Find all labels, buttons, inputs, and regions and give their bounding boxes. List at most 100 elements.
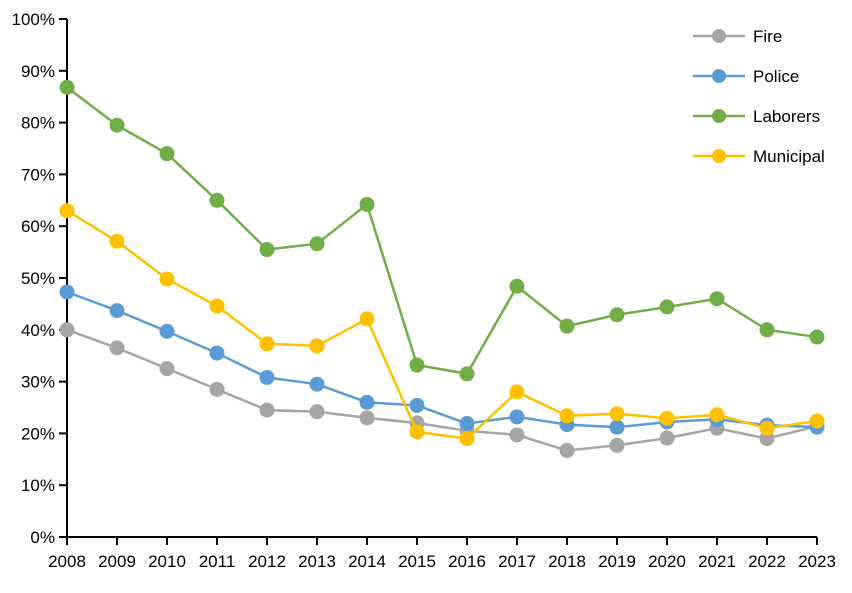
data-point-municipal-2012 bbox=[259, 336, 275, 352]
series-line-fire bbox=[65, 328, 819, 452]
data-point-laborers-2017 bbox=[509, 278, 525, 294]
series-municipal bbox=[59, 203, 825, 447]
y-axis-tick-label: 10% bbox=[21, 476, 55, 495]
x-axis-tick-label: 2010 bbox=[148, 552, 186, 571]
data-point-fire-2010 bbox=[159, 361, 175, 377]
legend-item-fire: Fire bbox=[693, 27, 782, 46]
series-police bbox=[59, 284, 825, 435]
legend-item-laborers: Laborers bbox=[693, 107, 820, 126]
x-axis-tick-label: 2014 bbox=[348, 552, 386, 571]
series-line-police bbox=[65, 290, 819, 429]
data-point-municipal-2010 bbox=[159, 271, 175, 287]
data-point-municipal-2013 bbox=[309, 338, 325, 354]
data-point-police-2011 bbox=[209, 345, 225, 361]
series-fire bbox=[59, 322, 825, 458]
data-point-police-2019 bbox=[609, 419, 625, 435]
x-axis-tick-label: 2020 bbox=[648, 552, 686, 571]
data-point-police-2017 bbox=[509, 409, 525, 425]
data-point-police-2013 bbox=[309, 376, 325, 392]
data-point-police-2012 bbox=[259, 369, 275, 385]
x-axis-tick-label: 2021 bbox=[698, 552, 736, 571]
x-axis-tick-label: 2019 bbox=[598, 552, 636, 571]
legend-marker-dot bbox=[712, 69, 726, 83]
data-point-fire-2020 bbox=[659, 430, 675, 446]
data-point-municipal-2017 bbox=[509, 384, 525, 400]
data-point-fire-2012 bbox=[259, 402, 275, 418]
legend-label: Municipal bbox=[753, 147, 825, 166]
legend-item-police: Police bbox=[693, 67, 799, 86]
data-point-municipal-2019 bbox=[609, 406, 625, 422]
data-point-fire-2017 bbox=[509, 427, 525, 443]
data-point-laborers-2018 bbox=[559, 318, 575, 334]
legend-label: Laborers bbox=[753, 107, 820, 126]
x-axis-tick-label: 2009 bbox=[98, 552, 136, 571]
data-point-laborers-2012 bbox=[259, 242, 275, 258]
data-point-municipal-2021 bbox=[709, 407, 725, 423]
data-point-municipal-2022 bbox=[759, 420, 775, 436]
data-point-municipal-2008 bbox=[59, 203, 75, 219]
data-point-laborers-2013 bbox=[309, 236, 325, 252]
data-point-police-2015 bbox=[409, 397, 425, 413]
data-point-municipal-2020 bbox=[659, 410, 675, 426]
x-axis-tick-label: 2015 bbox=[398, 552, 436, 571]
series-line-laborers bbox=[65, 86, 819, 376]
data-point-fire-2014 bbox=[359, 410, 375, 426]
data-point-police-2010 bbox=[159, 323, 175, 339]
data-point-laborers-2011 bbox=[209, 192, 225, 208]
y-axis-tick-label: 20% bbox=[21, 424, 55, 443]
legend-label: Fire bbox=[753, 27, 782, 46]
data-point-laborers-2023 bbox=[809, 329, 825, 345]
data-point-police-2016 bbox=[459, 416, 475, 432]
data-point-fire-2011 bbox=[209, 381, 225, 397]
data-point-laborers-2008 bbox=[59, 79, 75, 95]
data-point-fire-2019 bbox=[609, 437, 625, 453]
y-axis-tick-label: 60% bbox=[21, 217, 55, 236]
legend: Fire Police Laborers Municipal bbox=[693, 27, 825, 166]
x-axis-tick-label: 2017 bbox=[498, 552, 536, 571]
data-point-municipal-2023 bbox=[809, 413, 825, 429]
legend-marker-dot bbox=[712, 149, 726, 163]
data-point-laborers-2016 bbox=[459, 366, 475, 382]
data-point-laborers-2014 bbox=[359, 196, 375, 212]
y-axis-tick-label: 100% bbox=[12, 10, 55, 29]
series-line-municipal bbox=[65, 209, 819, 440]
data-point-police-2009 bbox=[109, 303, 125, 319]
x-axis-tick-label: 2008 bbox=[48, 552, 86, 571]
y-axis-tick-label: 50% bbox=[21, 269, 55, 288]
data-point-fire-2013 bbox=[309, 404, 325, 420]
data-point-fire-2008 bbox=[59, 322, 75, 338]
y-axis: 0% 10% 20% 30% 40% 50% 60% 70% 80% 90% 100% bbox=[12, 10, 68, 547]
data-point-laborers-2021 bbox=[709, 291, 725, 307]
data-point-municipal-2016 bbox=[459, 431, 475, 447]
x-axis-tick-label: 2022 bbox=[748, 552, 786, 571]
x-axis-tick-label: 2012 bbox=[248, 552, 286, 571]
data-point-laborers-2020 bbox=[659, 299, 675, 315]
y-axis-tick-label: 90% bbox=[21, 62, 55, 81]
x-axis: 2008 2009 2010 2011 2012 2013 2014 2015 2016 2017… bbox=[48, 536, 836, 571]
y-axis-tick-label: 30% bbox=[21, 373, 55, 392]
data-point-police-2008 bbox=[59, 284, 75, 300]
legend-marker-dot bbox=[712, 29, 726, 43]
data-point-laborers-2015 bbox=[409, 357, 425, 373]
data-point-fire-2009 bbox=[109, 340, 125, 356]
data-point-municipal-2018 bbox=[559, 408, 575, 424]
data-point-municipal-2009 bbox=[109, 233, 125, 249]
y-axis-tick-label: 70% bbox=[21, 165, 55, 184]
data-point-laborers-2019 bbox=[609, 307, 625, 323]
data-point-police-2014 bbox=[359, 394, 375, 410]
data-point-laborers-2022 bbox=[759, 322, 775, 338]
data-point-municipal-2014 bbox=[359, 311, 375, 327]
x-axis-tick-label: 2013 bbox=[298, 552, 336, 571]
x-axis-tick-label: 2023 bbox=[798, 552, 836, 571]
data-point-fire-2018 bbox=[559, 442, 575, 458]
data-point-fire-2022 bbox=[759, 431, 775, 447]
y-axis-tick-label: 40% bbox=[21, 321, 55, 340]
series-laborers bbox=[59, 79, 825, 382]
y-axis-tick-label: 80% bbox=[21, 114, 55, 133]
x-axis-tick-label: 2016 bbox=[448, 552, 486, 571]
y-axis-tick-label: 0% bbox=[30, 528, 55, 547]
data-point-municipal-2015 bbox=[409, 424, 425, 440]
legend-label: Police bbox=[753, 67, 799, 86]
